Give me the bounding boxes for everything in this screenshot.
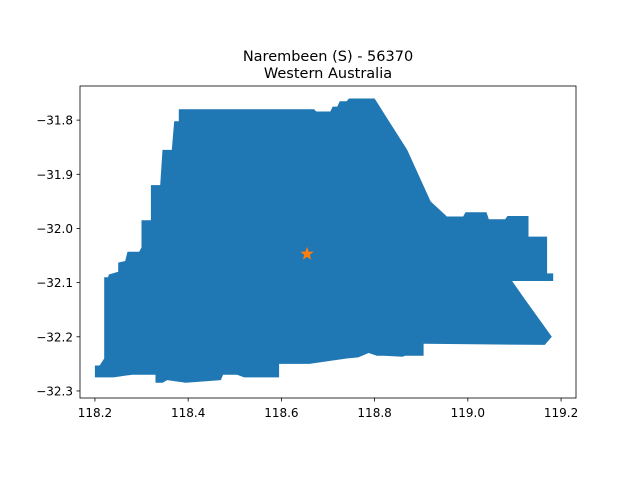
region-polygon [94,98,554,383]
centroid-star-marker [300,246,314,260]
y-tick-label: −31.8 [36,114,73,128]
x-tick-label: 119.2 [544,406,578,420]
x-axis: 118.2 118.4 118.6 118.8 119.0 119.2 [78,398,578,420]
y-tick-label: −32.1 [36,276,73,290]
y-tick-label: −32.2 [36,330,73,344]
y-tick-label: −32.0 [36,222,73,236]
chart-title-line2: Western Australia [264,66,392,82]
chart-title-line1: Narembeen (S) - 56370 [243,49,413,65]
axes-frame [79,85,577,399]
y-tick-label: −32.3 [36,384,73,398]
plot-area [94,98,554,383]
x-tick-label: 118.2 [78,406,112,420]
x-tick-label: 119.0 [451,406,485,420]
x-tick-label: 118.6 [264,406,298,420]
x-tick-label: 118.8 [357,406,391,420]
y-axis: −31.8 −31.9 −32.0 −32.1 −32.2 −32.3 [36,114,80,398]
y-tick-label: −31.9 [36,168,73,182]
x-tick-label: 118.4 [171,406,205,420]
